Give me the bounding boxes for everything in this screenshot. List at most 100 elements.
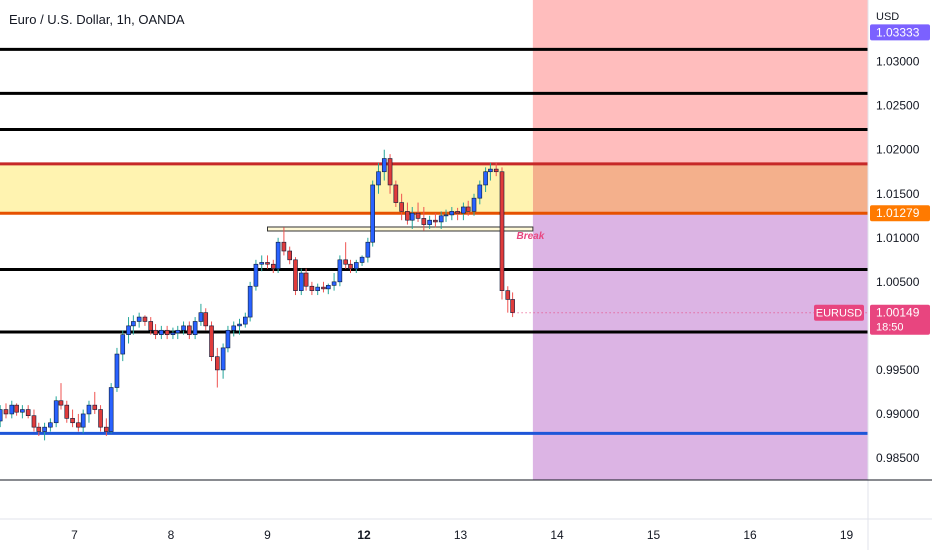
candle-50[interactable]: [259, 255, 265, 272]
candle-27[interactable]: [131, 315, 136, 335]
candle-57[interactable]: [298, 268, 304, 296]
candle-86[interactable]: [461, 202, 466, 221]
candle-79[interactable]: [421, 206, 427, 231]
candle-29[interactable]: [142, 315, 148, 326]
candle-55[interactable]: [287, 246, 292, 265]
candle-5[interactable]: [9, 400, 15, 419]
candle-47[interactable]: [243, 312, 248, 328]
candle-10[interactable]: [36, 422, 42, 436]
candle-23[interactable]: [108, 383, 114, 434]
candle-69[interactable]: [365, 237, 371, 263]
candle-15[interactable]: [64, 400, 70, 423]
candle-52[interactable]: [270, 259, 276, 274]
candle-42[interactable]: [215, 347, 220, 388]
candle-72[interactable]: [381, 149, 387, 181]
break-level[interactable]: [267, 226, 534, 232]
candle-95[interactable]: [510, 292, 515, 318]
candle-43[interactable]: [220, 343, 226, 379]
candle-13[interactable]: [53, 396, 59, 428]
candle-33[interactable]: [164, 325, 170, 340]
candle-49[interactable]: [253, 259, 259, 291]
candle-92[interactable]: [493, 162, 499, 177]
candle-66[interactable]: [348, 259, 353, 274]
candle-76[interactable]: [405, 202, 410, 225]
candle-70[interactable]: [370, 180, 375, 247]
candle-35[interactable]: [175, 325, 181, 340]
candle-90[interactable]: [483, 167, 488, 192]
candle-44[interactable]: [225, 325, 231, 353]
candle-87[interactable]: [465, 200, 471, 216]
candle-18[interactable]: [80, 409, 86, 434]
candle-74[interactable]: [393, 180, 399, 207]
candle-body: [405, 211, 410, 221]
candle-77[interactable]: [409, 206, 415, 229]
candle-14[interactable]: [58, 383, 64, 410]
candle-63[interactable]: [331, 273, 337, 291]
candle-body: [438, 215, 444, 223]
candle-40[interactable]: [203, 308, 209, 331]
candle-58[interactable]: [303, 268, 309, 291]
candle-41[interactable]: [209, 321, 214, 362]
candle-11[interactable]: [42, 422, 47, 441]
candle-64[interactable]: [337, 255, 343, 287]
candle-6[interactable]: [14, 403, 19, 416]
candle-3[interactable]: [0, 405, 3, 428]
candle-59[interactable]: [309, 281, 315, 296]
candle-8[interactable]: [25, 405, 31, 419]
candle-85[interactable]: [455, 207, 460, 221]
candle-84[interactable]: [449, 206, 455, 221]
candle-37[interactable]: [187, 321, 192, 340]
candle-39[interactable]: [198, 303, 204, 326]
candle-25[interactable]: [120, 330, 126, 362]
candle-94[interactable]: [505, 286, 511, 313]
candle-89[interactable]: [477, 180, 483, 205]
candle-67[interactable]: [353, 259, 359, 274]
candle-53[interactable]: [275, 237, 281, 274]
candle-68[interactable]: [359, 255, 365, 266]
candle-88[interactable]: [471, 193, 477, 216]
candle-54[interactable]: [281, 227, 287, 256]
candle-38[interactable]: [192, 317, 198, 340]
candle-81[interactable]: [433, 213, 438, 228]
candle-45[interactable]: [231, 321, 237, 337]
candle-62[interactable]: [325, 283, 331, 295]
candle-91[interactable]: [488, 162, 493, 181]
candle-93[interactable]: [499, 167, 505, 300]
candle-20[interactable]: [92, 391, 98, 414]
candle-16[interactable]: [70, 409, 75, 428]
candle-83[interactable]: [443, 209, 449, 222]
candle-4[interactable]: [3, 403, 9, 419]
candle-75[interactable]: [399, 193, 404, 221]
candle-32[interactable]: [159, 325, 164, 340]
candle-48[interactable]: [247, 281, 253, 322]
candle-80[interactable]: [427, 215, 432, 229]
candle-73[interactable]: [387, 154, 393, 194]
candle-12[interactable]: [48, 418, 53, 432]
candle-61[interactable]: [321, 281, 326, 293]
candle-22[interactable]: [104, 418, 109, 436]
candle-60[interactable]: [315, 283, 320, 296]
candle-71[interactable]: [376, 162, 381, 194]
candle-19[interactable]: [86, 400, 92, 423]
candle-26[interactable]: [126, 317, 131, 344]
candle-34[interactable]: [170, 327, 176, 340]
candle-28[interactable]: [136, 312, 142, 328]
candle-36[interactable]: [181, 321, 186, 335]
candle-7[interactable]: [20, 405, 25, 419]
candle-56[interactable]: [293, 257, 298, 296]
candle-17[interactable]: [76, 413, 81, 432]
candle-24[interactable]: [114, 347, 120, 392]
candle-body: [293, 259, 298, 291]
candle-9[interactable]: [31, 409, 37, 432]
candle-82[interactable]: [438, 211, 444, 229]
candle-30[interactable]: [148, 317, 154, 335]
candle-31[interactable]: [153, 324, 158, 340]
candle-46[interactable]: [237, 318, 242, 335]
candle-65[interactable]: [343, 242, 348, 269]
candle-body: [461, 206, 466, 214]
candle-51[interactable]: [265, 255, 270, 269]
candle-78[interactable]: [415, 202, 421, 222]
candle-21[interactable]: [98, 405, 103, 432]
